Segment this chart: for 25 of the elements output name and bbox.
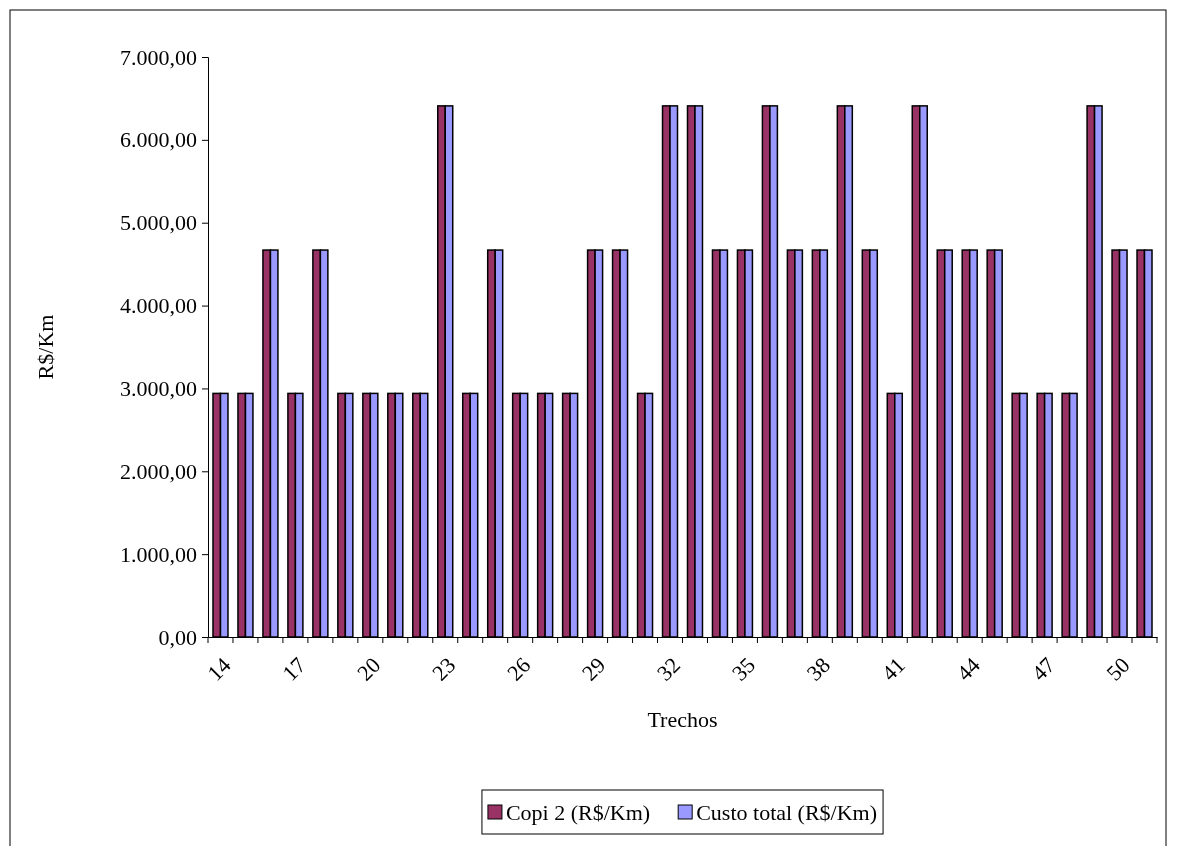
legend-label: Copi 2 (R$/Km) (505, 799, 651, 825)
x-tick-label: 26 (502, 652, 536, 686)
y-tick-label: 4.000,00 (120, 293, 197, 319)
y-tick-label: 5.000,00 (120, 210, 197, 236)
y-tick-label: 1.000,00 (120, 541, 197, 567)
legend-label: Custo total (R$/Km) (696, 799, 878, 825)
x-tick-label: 17 (277, 652, 311, 686)
y-tick-label: 6.000,00 (120, 127, 197, 153)
x-tick-label: 38 (801, 652, 835, 686)
x-tick-label: 44 (951, 652, 985, 686)
x-tick-label: 47 (1026, 652, 1060, 686)
x-axis-title: Trechos (647, 707, 718, 732)
x-tick-label: 23 (427, 652, 461, 686)
y-tick-label: 7.000,00 (120, 44, 197, 70)
x-tick-label: 29 (576, 652, 611, 686)
x-tick-label: 32 (651, 652, 686, 686)
x-tick-label: 41 (876, 652, 910, 686)
y-tick-label: 0,00 (158, 624, 197, 650)
x-tick-label: 14 (202, 652, 236, 686)
y-tick-label: 2.000,00 (120, 458, 197, 484)
x-tick-label: 50 (1101, 652, 1135, 686)
x-tick-label: 35 (726, 652, 761, 686)
y-tick-label: 3.000,00 (120, 375, 197, 401)
y-axis-title: R$/Km (32, 314, 58, 380)
x-tick-label: 20 (352, 652, 386, 686)
